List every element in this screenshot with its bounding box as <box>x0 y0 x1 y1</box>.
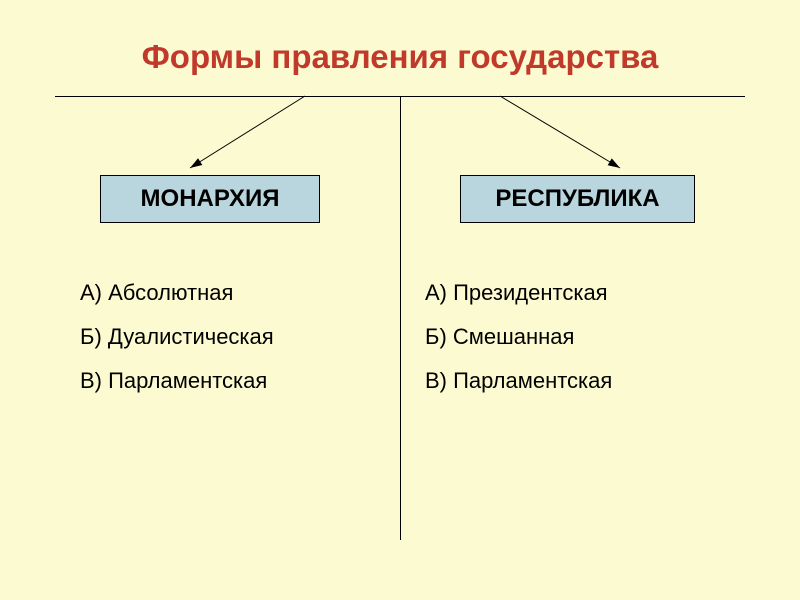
arrow-to-monarchy <box>190 96 305 168</box>
republic-item-a: А) Президентская <box>425 280 608 306</box>
monarchy-item-c: В) Парламентская <box>80 368 267 394</box>
node-monarchy-label: МОНАРХИЯ <box>141 185 280 213</box>
monarchy-item-a: А) Абсолютная <box>80 280 233 306</box>
monarchy-item-b: Б) Дуалистическая <box>80 324 274 350</box>
arrow-to-republic <box>500 96 620 168</box>
node-republic-label: РЕСПУБЛИКА <box>495 185 659 213</box>
node-monarchy: МОНАРХИЯ <box>100 175 320 223</box>
republic-item-c: В) Парламентская <box>425 368 612 394</box>
diagram-canvas: Формы правления государства МОНАРХИЯ РЕС… <box>0 0 800 600</box>
node-republic: РЕСПУБЛИКА <box>460 175 695 223</box>
republic-item-b: Б) Смешанная <box>425 324 574 350</box>
